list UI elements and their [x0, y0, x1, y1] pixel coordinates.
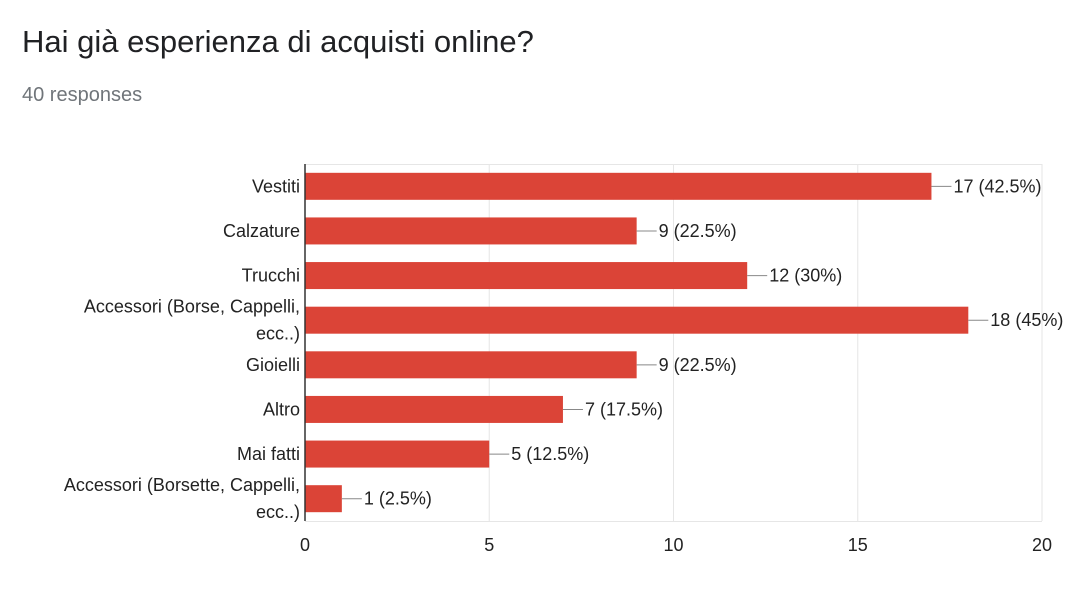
x-tick-label: 5 — [484, 535, 494, 555]
response-count: 40 responses — [22, 84, 143, 106]
category-label: Accessori (Borsette, Cappelli, — [64, 475, 300, 495]
category-label: Mai fatti — [237, 444, 300, 464]
bar — [305, 440, 490, 468]
category-label: ecc..) — [256, 324, 300, 344]
bar — [305, 172, 932, 200]
data-label: 1 (2.5%) — [364, 489, 432, 509]
data-label: 9 (22.5%) — [659, 355, 737, 375]
data-label: 12 (30%) — [769, 266, 842, 286]
category-label: Gioielli — [246, 355, 300, 375]
bar — [305, 395, 563, 423]
x-tick-label: 0 — [300, 535, 310, 555]
bar — [305, 217, 637, 245]
bar — [305, 351, 637, 379]
x-tick-label: 10 — [663, 535, 683, 555]
category-label: Vestiti — [252, 176, 300, 196]
bar — [305, 306, 969, 334]
data-label: 18 (45%) — [990, 310, 1063, 330]
x-tick-label: 15 — [848, 535, 868, 555]
category-label: Altro — [263, 399, 300, 419]
data-label: 17 (42.5%) — [953, 176, 1041, 196]
category-label: ecc..) — [256, 502, 300, 522]
category-label: Accessori (Borse, Cappelli, — [84, 297, 300, 317]
bar — [305, 262, 748, 290]
bar — [305, 485, 342, 513]
data-label: 7 (17.5%) — [585, 399, 663, 419]
data-label: 5 (12.5%) — [511, 444, 589, 464]
category-label: Calzature — [223, 221, 300, 241]
x-tick-label: 20 — [1032, 535, 1052, 555]
question-title: Hai già esperienza di acquisti online? — [22, 24, 534, 59]
data-label: 9 (22.5%) — [659, 221, 737, 241]
category-label: Trucchi — [242, 266, 300, 286]
